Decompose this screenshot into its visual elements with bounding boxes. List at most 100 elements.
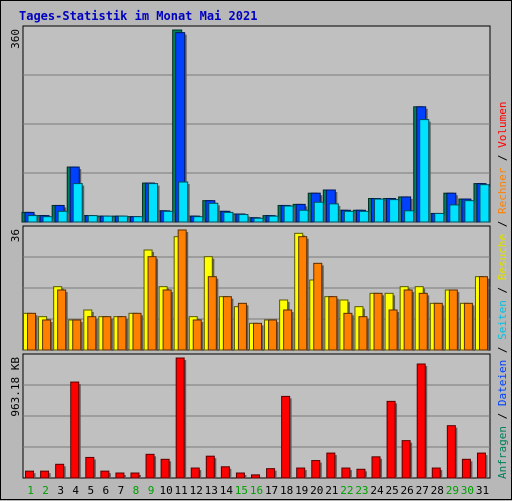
- x-tick-label-day-28: 28: [431, 484, 444, 497]
- bar-volumen-day-22: [341, 467, 351, 479]
- bar-volumen-day-17: [266, 468, 276, 479]
- legend-item-seiten: Seiten: [496, 300, 509, 340]
- x-tick-label-day-23: 23: [355, 484, 368, 497]
- bar-rechner-day-25: [388, 309, 398, 351]
- legend-separator: /: [496, 340, 509, 360]
- bar-seiten-day-4: [72, 183, 83, 223]
- bar-volumen-day-8: [130, 472, 140, 479]
- bar-seiten-day-29: [449, 204, 460, 223]
- bar-rechner-day-3: [57, 289, 67, 351]
- bar-seiten-day-5: [87, 215, 98, 223]
- bar-rechner-day-24: [373, 292, 383, 351]
- bar-volumen-day-16: [251, 474, 260, 479]
- bar-seiten-day-14: [223, 211, 234, 223]
- x-tick-label-day-6: 6: [103, 484, 110, 497]
- bar-volumen-day-13: [205, 455, 215, 479]
- x-tick-label-day-16: 16: [250, 484, 263, 497]
- bar-seiten-day-10: [163, 210, 174, 223]
- legend-item-anfragen: Anfragen: [496, 426, 509, 479]
- bar-seiten-day-13: [208, 202, 219, 223]
- bar-seiten-day-18: [283, 205, 294, 223]
- x-tick-label-day-5: 5: [87, 484, 94, 497]
- bar-volumen-day-26: [401, 440, 411, 479]
- bar-seiten-day-3: [57, 210, 68, 223]
- legend-item-volumen: Volumen: [496, 101, 509, 147]
- y-axis-label-bottom: 963.18 KB: [9, 357, 22, 417]
- bar-rechner-day-14: [222, 296, 232, 351]
- bar-volumen-day-25: [386, 400, 396, 479]
- bar-rechner-day-28: [433, 302, 443, 351]
- bar-volumen-day-28: [431, 467, 441, 479]
- bar-seiten-day-26: [404, 210, 415, 223]
- bar-seiten-day-7: [117, 215, 128, 223]
- x-tick-label-day-30: 30: [461, 484, 474, 497]
- bar-rechner-day-18: [283, 309, 293, 351]
- x-tick-label-day-3: 3: [57, 484, 64, 497]
- bar-rechner-day-15: [237, 302, 247, 351]
- bar-rechner-day-20: [313, 262, 323, 351]
- bar-volumen-day-18: [281, 395, 291, 479]
- bar-rechner-day-7: [117, 316, 127, 351]
- x-tick-label-day-22: 22: [340, 484, 353, 497]
- bar-seiten-day-28: [434, 212, 445, 223]
- bar-rechner-day-5: [87, 316, 97, 351]
- bar-seiten-day-19: [298, 209, 309, 223]
- x-tick-label-day-1: 1: [27, 484, 34, 497]
- bar-rechner-day-16: [253, 322, 262, 351]
- legend-separator: /: [496, 148, 509, 168]
- bar-rechner-day-11: [177, 229, 187, 351]
- x-tick-label-day-4: 4: [72, 484, 79, 497]
- bar-volumen-day-9: [145, 453, 155, 479]
- bar-rechner-day-12: [192, 319, 202, 351]
- bar-rechner-day-13: [207, 276, 217, 351]
- bar-rechner-day-17: [268, 319, 278, 351]
- bar-volumen-day-12: [190, 467, 200, 479]
- bar-seiten-day-2: [42, 216, 53, 223]
- chart-title: Tages-Statistik im Monat Mai 2021: [19, 9, 258, 23]
- bar-seiten-day-8: [132, 216, 143, 223]
- x-tick-label-day-29: 29: [446, 484, 459, 497]
- x-tick-label-day-20: 20: [310, 484, 323, 497]
- bar-seiten-day-11: [178, 181, 189, 223]
- legend-separator: /: [496, 280, 509, 300]
- legend-item-rechner: Rechner: [496, 167, 509, 214]
- bar-seiten-day-30: [464, 200, 475, 223]
- x-tick-label-day-15: 15: [235, 484, 248, 497]
- x-tick-label-day-2: 2: [42, 484, 49, 497]
- bar-volumen-day-27: [416, 363, 426, 479]
- bar-volumen-day-2: [40, 470, 50, 479]
- bar-volumen-day-20: [311, 460, 321, 479]
- x-tick-label-day-27: 27: [416, 484, 429, 497]
- bar-rechner-day-2: [42, 319, 52, 351]
- bar-volumen-day-23: [356, 468, 366, 479]
- bar-volumen-day-11: [175, 357, 185, 479]
- bar-volumen-day-19: [296, 467, 306, 479]
- legend-separator: /: [496, 406, 509, 426]
- y-axis-label-middle: 36: [9, 229, 22, 242]
- bar-rechner-day-21: [328, 296, 338, 351]
- bar-volumen-day-14: [220, 466, 230, 479]
- bar-volumen-day-5: [85, 456, 95, 479]
- bar-rechner-day-27: [418, 292, 428, 351]
- bar-volumen-day-3: [55, 463, 65, 479]
- bar-rechner-day-23: [358, 316, 368, 351]
- x-tick-label-day-8: 8: [133, 484, 140, 497]
- legend: Anfragen / Dateien / Seiten / Besuche / …: [496, 101, 509, 479]
- bar-seiten-day-31: [479, 184, 490, 223]
- x-tick-label-day-12: 12: [190, 484, 203, 497]
- bar-seiten-day-21: [328, 203, 339, 223]
- x-tick-label-day-14: 14: [220, 484, 234, 497]
- bar-volumen-day-15: [235, 472, 245, 479]
- bar-volumen-day-6: [100, 470, 110, 479]
- bar-volumen-day-31: [476, 452, 486, 479]
- x-tick-label-day-13: 13: [205, 484, 218, 497]
- x-tick-label-day-7: 7: [118, 484, 125, 497]
- bar-seiten-day-24: [374, 198, 385, 223]
- bar-rechner-day-8: [132, 312, 142, 351]
- bar-seiten-day-22: [343, 210, 354, 223]
- bar-volumen-day-10: [160, 458, 170, 479]
- bar-rechner-day-30: [463, 302, 473, 351]
- bar-rechner-day-22: [343, 312, 353, 351]
- bar-volumen-day-7: [115, 472, 125, 479]
